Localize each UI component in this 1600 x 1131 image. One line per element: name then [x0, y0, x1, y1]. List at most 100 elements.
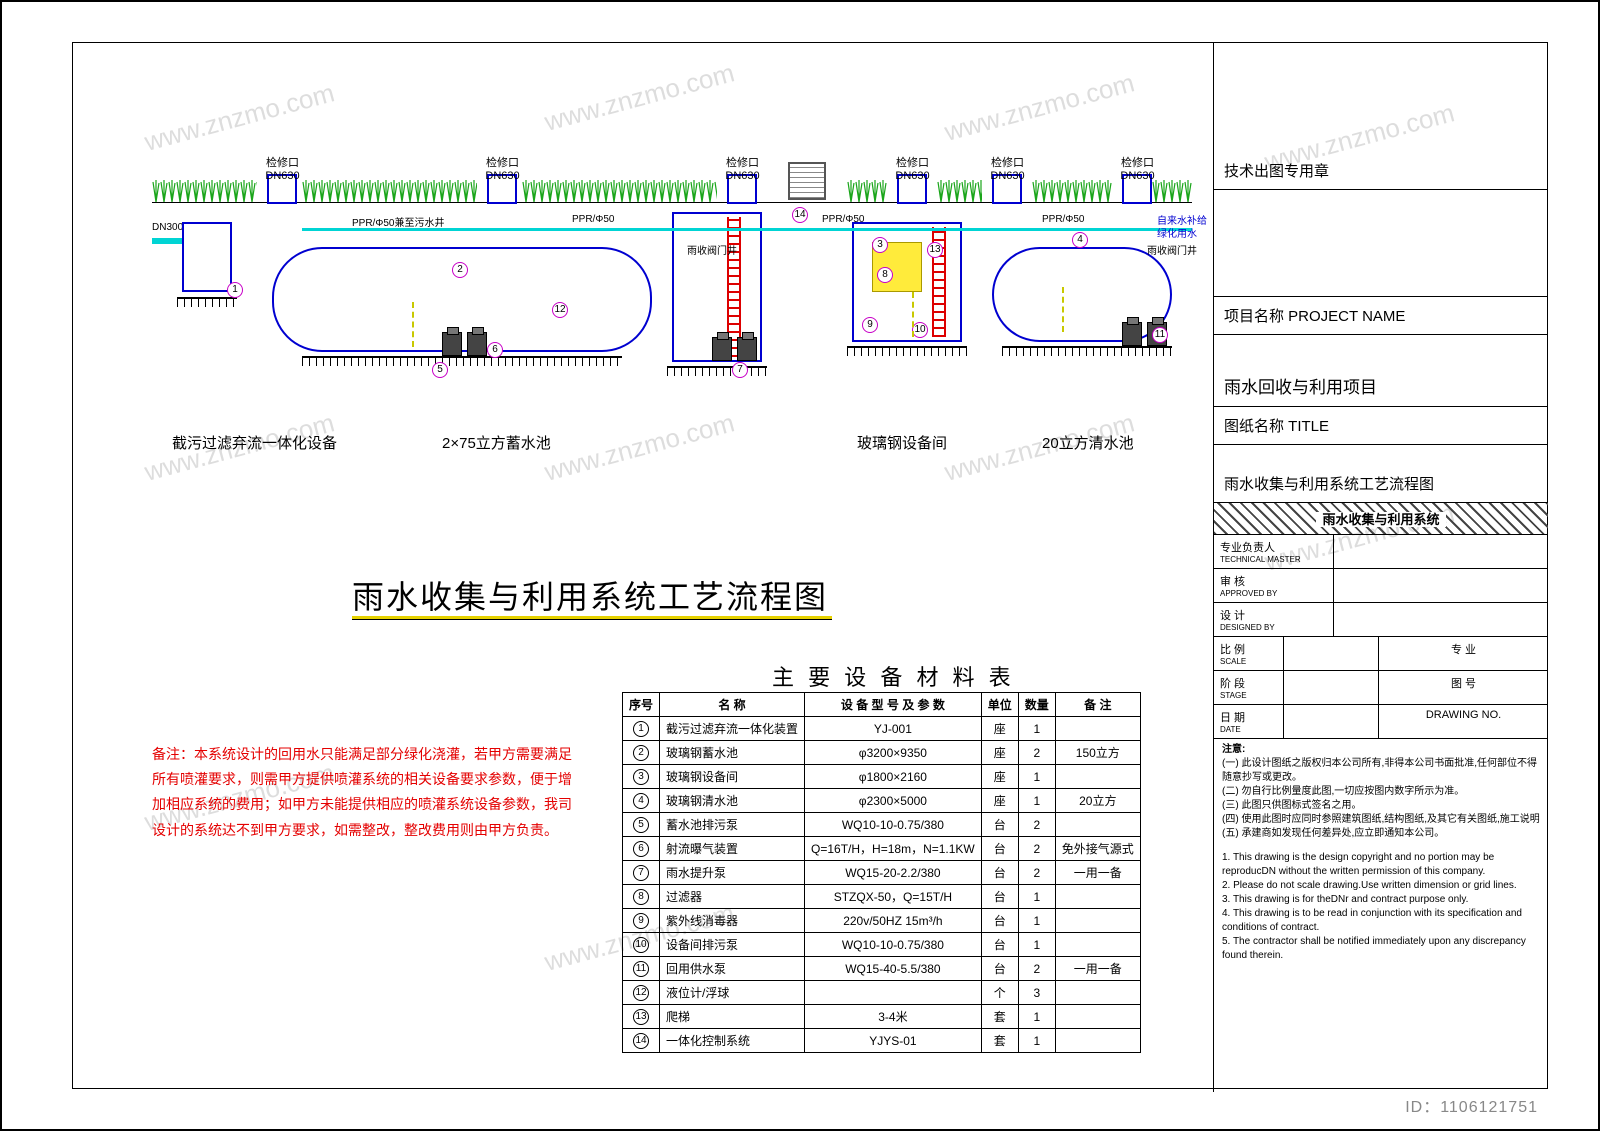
section-label: 20立方清水池	[1042, 432, 1134, 453]
title-underline	[352, 616, 832, 620]
callout-badge: 4	[1072, 232, 1088, 248]
equipment-table: 序号名 称设 备 型 号 及 参 数单位数量备 注1截污过滤弃流一体化装置YJ-…	[622, 692, 1141, 1053]
level-gauge-icon	[1062, 287, 1064, 332]
pump-icon	[442, 332, 462, 356]
row-number-badge: 4	[633, 793, 649, 809]
clear-water-tank	[992, 247, 1172, 342]
remark-prefix: 备注：	[152, 746, 194, 762]
table-cell	[1055, 1005, 1140, 1029]
table-cell: 13	[623, 1005, 660, 1029]
table-cell: 免外接气源式	[1055, 837, 1140, 861]
row-number-badge: 2	[633, 745, 649, 761]
callout-badge: 2	[452, 262, 468, 278]
table-row: 8过滤器STZQX-50，Q=15T/H台1	[623, 885, 1141, 909]
grass-icon	[1152, 180, 1192, 202]
table-cell: 雨水提升泵	[660, 861, 805, 885]
table-cell: 截污过滤弃流一体化装置	[660, 717, 805, 741]
table-header: 单位	[981, 693, 1018, 717]
manhole-label: 检修口DN630	[1110, 154, 1165, 182]
grass-icon	[152, 180, 257, 202]
callout-badge: 3	[872, 237, 888, 253]
table-cell: 1	[1018, 909, 1055, 933]
signature-row: 专业负责人TECHNICAL MASTER	[1214, 535, 1548, 569]
ladder-icon	[727, 217, 741, 357]
table-cell: 6	[623, 837, 660, 861]
table-cell: 座	[981, 741, 1018, 765]
table-row: 12液位计/浮球个3	[623, 981, 1141, 1005]
table-cell: 套	[981, 1005, 1018, 1029]
table-cell: 一用一备	[1055, 957, 1140, 981]
table-row: 3玻璃钢设备间φ1800×2160座1	[623, 765, 1141, 789]
table-header: 设 备 型 号 及 参 数	[805, 693, 982, 717]
table-cell: 3-4米	[805, 1005, 982, 1029]
table-cell: 台	[981, 885, 1018, 909]
table-cell: 1	[1018, 933, 1055, 957]
table-cell: WQ15-40-5.5/380	[805, 957, 982, 981]
grass-icon	[847, 180, 887, 202]
table-cell: φ2300×5000	[805, 789, 982, 813]
ppr-label: PPR/Φ50	[1042, 214, 1084, 225]
table-header: 序号	[623, 693, 660, 717]
outlet-label: 绿化用水	[1157, 225, 1197, 240]
table-cell: 7	[623, 861, 660, 885]
notes-chinese: 注意:(一) 此设计图纸之版权归本公司所有,非得本公司书面批准,任何部位不得随意…	[1214, 739, 1548, 845]
table-cell: 12	[623, 981, 660, 1005]
table-cell: 玻璃钢蓄水池	[660, 741, 805, 765]
table-cell: 玻璃钢设备间	[660, 765, 805, 789]
table-cell: 台	[981, 909, 1018, 933]
ppr-label: PPR/Φ50兼至污水井	[352, 214, 444, 229]
info-row: 阶 段STAGE图 号	[1214, 671, 1548, 705]
manhole-label: 检修口DN630	[255, 154, 310, 182]
level-gauge-icon	[412, 302, 414, 347]
pump-icon	[712, 337, 732, 361]
section-label: 玻璃钢设备间	[857, 432, 947, 453]
table-cell: 4	[623, 789, 660, 813]
grass-icon	[522, 180, 717, 202]
table-cell: 紫外线消毒器	[660, 909, 805, 933]
table-cell: 2	[1018, 837, 1055, 861]
table-cell: STZQX-50，Q=15T/H	[805, 885, 982, 909]
callout-badge: 1	[227, 282, 243, 298]
control-cabinet	[788, 162, 826, 200]
row-number-badge: 10	[633, 937, 649, 953]
process-schematic: DN300检修口DN630检修口DN630检修口DN630检修口DN630检修口…	[72, 62, 1212, 422]
table-cell: 座	[981, 765, 1018, 789]
titleblock-cell: 项目名称 PROJECT NAME	[1214, 297, 1548, 335]
table-row: 6射流曝气装置Q=16T/H，H=18m，N=1.1KW台2免外接气源式	[623, 837, 1141, 861]
remark-body: 本系统设计的回用水只能满足部分绿化浇灌，若甲方需要满足所有喷灌要求，则需甲方提供…	[152, 746, 572, 838]
table-cell: 液位计/浮球	[660, 981, 805, 1005]
drawing-area: DN300检修口DN630检修口DN630检修口DN630检修口DN630检修口…	[72, 42, 1212, 1092]
manhole-label: 检修口DN630	[980, 154, 1035, 182]
table-cell: Q=16T/H，H=18m，N=1.1KW	[805, 837, 982, 861]
table-cell	[1055, 1029, 1140, 1053]
table-cell	[1055, 909, 1140, 933]
table-cell: 1	[1018, 789, 1055, 813]
table-cell: 座	[981, 789, 1018, 813]
drawing-sheet: www.znzmo.com www.znzmo.com www.znzmo.co…	[0, 0, 1600, 1131]
table-cell	[1055, 981, 1140, 1005]
level-gauge-icon	[912, 292, 914, 337]
table-cell: 11	[623, 957, 660, 981]
table-cell: 一体化控制系统	[660, 1029, 805, 1053]
callout-badge: 6	[487, 342, 503, 358]
table-cell: 1	[1018, 885, 1055, 909]
equipment-table-title: 主 要 设 备 材 料 表	[772, 660, 1015, 692]
filter-unit	[182, 222, 232, 292]
table-cell: 台	[981, 933, 1018, 957]
row-number-badge: 7	[633, 865, 649, 881]
image-id: ID：1106121751	[1405, 1093, 1538, 1117]
valve-well-label: 雨收阀门井	[687, 242, 737, 257]
project-name: 雨水回收与利用项目	[1224, 373, 1538, 398]
table-cell: 1	[1018, 1029, 1055, 1053]
pump-icon	[1122, 322, 1142, 346]
row-number-badge: 5	[633, 817, 649, 833]
table-cell	[1055, 765, 1140, 789]
table-cell: 玻璃钢清水池	[660, 789, 805, 813]
callout-badge: 10	[912, 322, 928, 338]
table-cell: 台	[981, 837, 1018, 861]
foundation-hatch	[302, 356, 622, 366]
table-header: 名 称	[660, 693, 805, 717]
table-cell	[805, 981, 982, 1005]
grass-icon	[1032, 180, 1112, 202]
row-number-badge: 9	[633, 913, 649, 929]
